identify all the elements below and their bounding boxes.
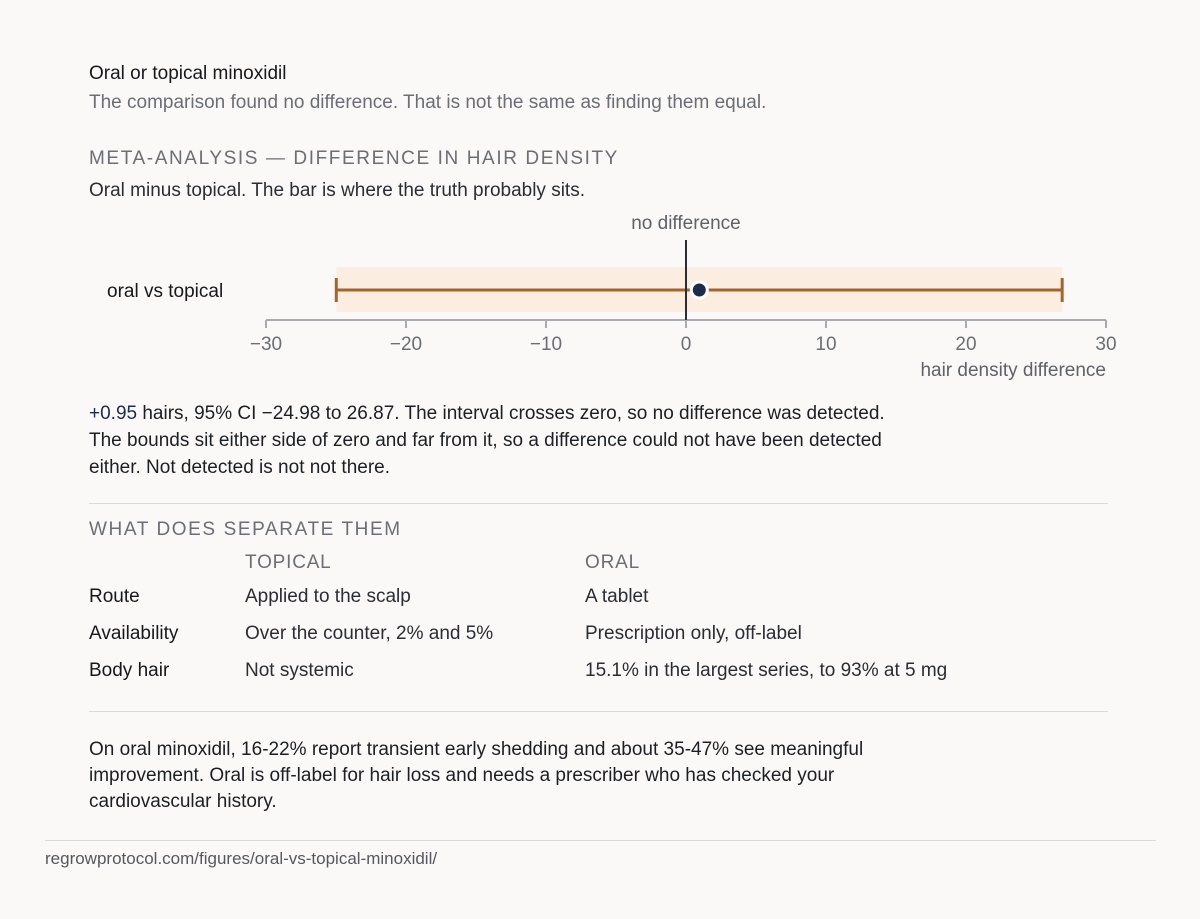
result-body: hairs, 95% CI −24.98 to 26.87. The inter… [89, 403, 885, 478]
row-route-label: Route [89, 586, 140, 607]
row-availability-label: Availability [89, 623, 179, 644]
clinical-note: On oral minoxidil, 16-22% report transie… [89, 739, 864, 812]
x-tick-label: −10 [530, 334, 562, 355]
x-tick-label: 20 [955, 334, 976, 355]
x-tick-label: 30 [1095, 334, 1116, 355]
column-header-oral: ORAL [585, 552, 640, 573]
x-tick-label: −30 [250, 334, 282, 355]
x-tick-label: 10 [815, 334, 836, 355]
chart-caption: Oral minus topical. The bar is where the… [89, 180, 585, 201]
chart-section-label: META-ANALYSIS — DIFFERENCE IN HAIR DENSI… [89, 148, 619, 169]
row-bodyhair-label: Body hair [89, 660, 170, 681]
divider-bottom [89, 711, 1108, 712]
x-tick-label: −20 [390, 334, 422, 355]
row-bodyhair-topical: Not systemic [245, 660, 354, 681]
result-summary: +0.95 hairs, 95% CI −24.98 to 26.87. The… [89, 400, 909, 481]
reference-label: no difference [631, 213, 741, 234]
row-bodyhair-oral: 15.1% in the largest series, to 93% at 5… [585, 660, 948, 681]
column-header-topical: TOPICAL [245, 552, 332, 573]
x-tick-label: 0 [681, 334, 692, 355]
row-availability-topical: Over the counter, 2% and 5% [245, 623, 494, 644]
row-route-oral: A tablet [585, 586, 649, 607]
estimate-value: +0.95 [89, 403, 138, 424]
figure-title: Oral or topical minoxidil [89, 63, 287, 84]
footer-url: regrowprotocol.com/figures/oral-vs-topic… [45, 849, 438, 868]
x-axis-ticks: −30 −20 −10 0 10 20 30 [250, 320, 1117, 355]
divider-top [89, 503, 1108, 504]
estimate-point [689, 280, 709, 300]
row-route-topical: Applied to the scalp [245, 586, 411, 607]
figure-subtitle: The comparison found no difference. That… [89, 92, 767, 113]
forest-plot: −30 −20 −10 0 10 20 30 no difference oral vs t… [107, 213, 1117, 381]
row-label: oral vs topical [107, 281, 223, 302]
x-axis-label: hair density difference [920, 360, 1106, 381]
comparison-label: WHAT DOES SEPARATE THEM [89, 519, 402, 540]
row-availability-oral: Prescription only, off-label [585, 623, 802, 644]
footer-rule [45, 840, 1156, 841]
